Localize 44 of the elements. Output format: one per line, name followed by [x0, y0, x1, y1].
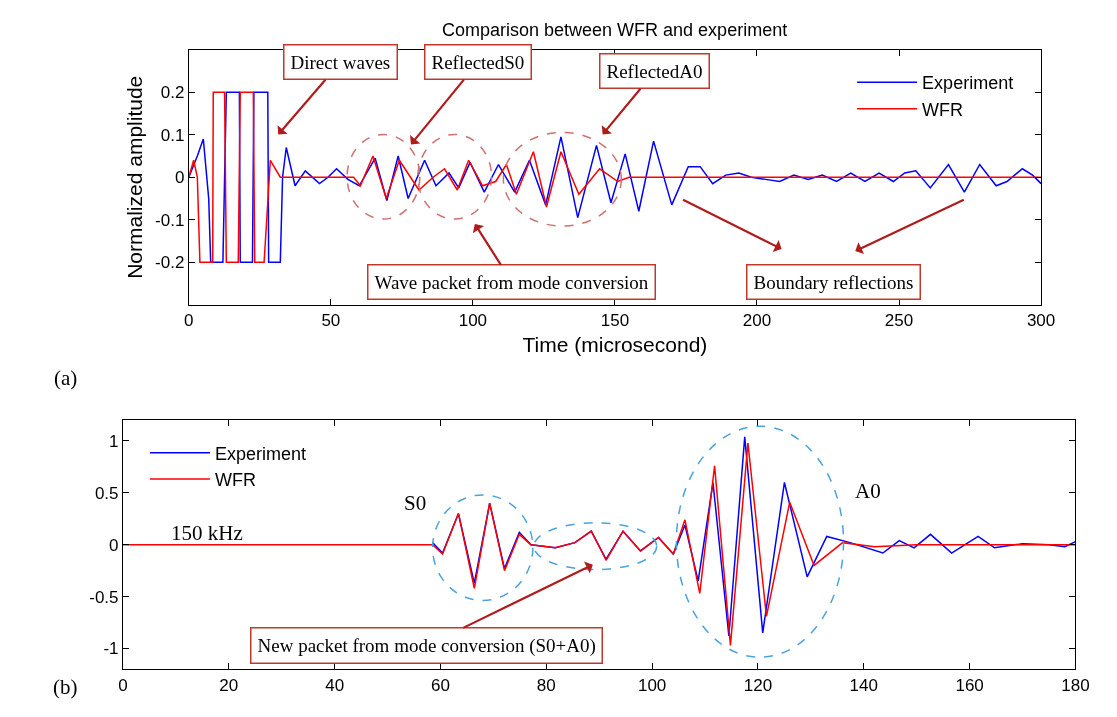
y-tick-label: -0.2 [155, 253, 185, 273]
x-tick-label: 60 [431, 675, 450, 695]
annotation: 150 kHz [171, 521, 243, 545]
legend-label: Experiment [214, 443, 306, 464]
x-tick-label: 300 [1026, 311, 1056, 331]
annotation: Boundary reflections [753, 271, 914, 293]
x-tick-label: 160 [955, 675, 984, 695]
x-tick-label: 40 [325, 675, 345, 695]
legend-label: WFR [214, 470, 256, 491]
annotation: ReflectedS0 [431, 51, 525, 73]
y-tick-label: 1 [109, 431, 119, 451]
y-tick-label: 0.2 [160, 83, 185, 103]
annotation: New packet from mode conversion (S0+A0) [257, 634, 596, 657]
legend-label: WFR [922, 99, 964, 120]
y-tick-label: -1 [103, 639, 119, 659]
x-axis-title: Time (microsecond) [522, 333, 708, 357]
chart-title: Comparison between WFR and experiment [442, 20, 788, 40]
x-tick-label: 200 [742, 311, 772, 331]
x-tick-label: 140 [849, 675, 878, 695]
y-tick-label: -0.1 [155, 210, 185, 230]
annotation: ReflectedA0 [606, 60, 703, 82]
annotation: Wave packet from mode conversion [374, 271, 649, 293]
y-tick-label: 0 [174, 168, 185, 188]
y-axis-title: Normalized amplitude [123, 75, 147, 279]
legend-label: Experiment [922, 73, 1014, 94]
text: (a) [54, 366, 78, 390]
line-series [188, 91, 1042, 263]
y-tick-label: 0.5 [94, 483, 119, 503]
x-tick-label: 180 [1061, 675, 1090, 695]
x-tick-label: 50 [321, 311, 341, 331]
x-tick-label: 120 [743, 675, 773, 695]
annotation: Direct waves [290, 51, 391, 73]
x-tick-label: 100 [637, 675, 667, 695]
x-tick-label: 80 [536, 675, 556, 695]
annotation: S0 [404, 491, 427, 515]
x-tick-label: 150 [600, 311, 630, 331]
y-tick-label: -0.5 [89, 587, 119, 607]
annotation: A0 [855, 479, 881, 503]
y-tick-label: 0 [109, 535, 119, 555]
x-tick-label: 100 [458, 311, 488, 331]
text: (b) [53, 675, 78, 699]
y-tick-label: 0.1 [160, 125, 185, 145]
x-tick-label: 20 [219, 675, 239, 695]
x-tick-label: 250 [884, 311, 914, 331]
